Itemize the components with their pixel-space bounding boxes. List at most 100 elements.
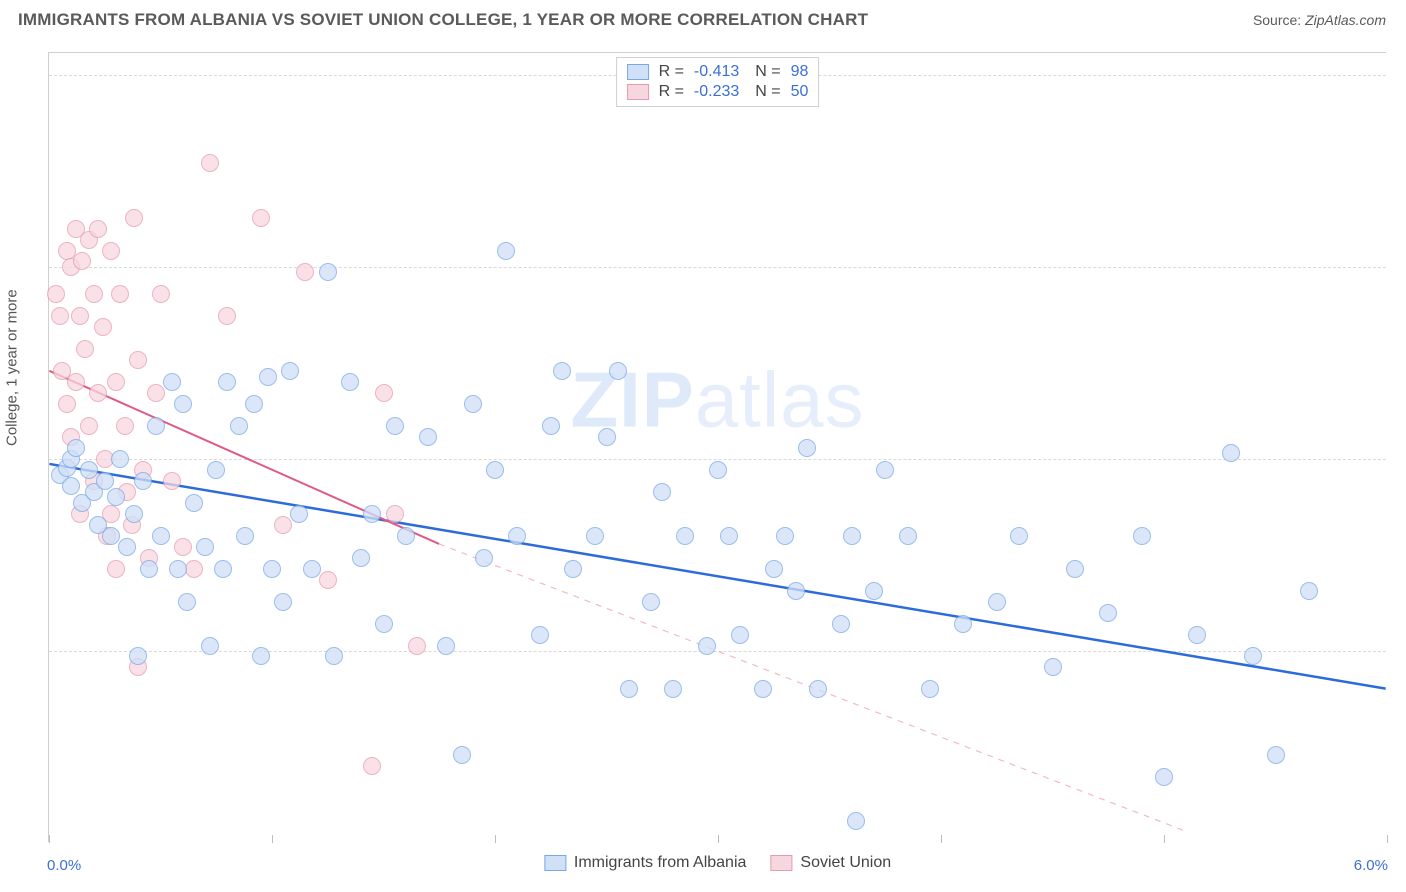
- x-axis-min-label: 0.0%: [47, 857, 81, 874]
- scatter-point-albania: [1267, 746, 1285, 764]
- scatter-point-albania: [263, 560, 281, 578]
- scatter-point-albania: [720, 527, 738, 545]
- scatter-point-albania: [185, 494, 203, 512]
- y-axis-label: 65.0%: [1392, 457, 1406, 474]
- y-axis-label: 82.5%: [1392, 265, 1406, 282]
- chart-header: IMMIGRANTS FROM ALBANIA VS SOVIET UNION …: [0, 0, 1406, 38]
- scatter-point-soviet: [107, 560, 125, 578]
- scatter-point-albania: [586, 527, 604, 545]
- scatter-point-soviet: [58, 395, 76, 413]
- scatter-point-soviet: [319, 571, 337, 589]
- scatter-point-albania: [1133, 527, 1151, 545]
- x-tick: [49, 835, 50, 843]
- scatter-point-albania: [642, 593, 660, 611]
- trend-line: [49, 464, 1385, 689]
- chart-title: IMMIGRANTS FROM ALBANIA VS SOVIET UNION …: [18, 10, 868, 30]
- legend-stats-row-soviet: R = -0.233 N = 50: [627, 82, 809, 102]
- scatter-point-albania: [653, 483, 671, 501]
- legend-n-label: N =: [755, 63, 780, 81]
- scatter-point-albania: [843, 527, 861, 545]
- scatter-point-soviet: [201, 154, 219, 172]
- scatter-point-albania: [464, 395, 482, 413]
- x-tick: [1387, 835, 1388, 843]
- scatter-point-albania: [542, 417, 560, 435]
- gridline: [49, 651, 1386, 652]
- scatter-point-albania: [776, 527, 794, 545]
- scatter-point-albania: [865, 582, 883, 600]
- scatter-point-albania: [174, 395, 192, 413]
- scatter-point-albania: [676, 527, 694, 545]
- scatter-point-albania: [67, 439, 85, 457]
- scatter-point-albania: [988, 593, 1006, 611]
- gridline: [49, 267, 1386, 268]
- x-axis-max-label: 6.0%: [1354, 857, 1388, 874]
- legend-item-soviet: Soviet Union: [770, 854, 891, 872]
- scatter-point-albania: [236, 527, 254, 545]
- scatter-point-albania: [207, 461, 225, 479]
- scatter-point-albania: [201, 637, 219, 655]
- scatter-point-albania: [274, 593, 292, 611]
- scatter-point-albania: [765, 560, 783, 578]
- scatter-point-soviet: [47, 285, 65, 303]
- scatter-point-albania: [1188, 626, 1206, 644]
- scatter-point-albania: [147, 417, 165, 435]
- scatter-point-albania: [245, 395, 263, 413]
- scatter-point-albania: [437, 637, 455, 655]
- scatter-point-albania: [486, 461, 504, 479]
- scatter-point-soviet: [185, 560, 203, 578]
- scatter-point-albania: [419, 428, 437, 446]
- scatter-point-albania: [809, 680, 827, 698]
- scatter-point-albania: [1010, 527, 1028, 545]
- scatter-point-soviet: [296, 263, 314, 281]
- scatter-point-albania: [341, 373, 359, 391]
- legend-stats-row-albania: R = -0.413 N = 98: [627, 62, 809, 82]
- scatter-point-soviet: [51, 307, 69, 325]
- scatter-point-albania: [664, 680, 682, 698]
- legend-swatch-albania: [627, 64, 649, 80]
- scatter-point-albania: [564, 560, 582, 578]
- scatter-point-albania: [290, 505, 308, 523]
- scatter-point-albania: [125, 505, 143, 523]
- scatter-point-albania: [214, 560, 232, 578]
- scatter-point-albania: [832, 615, 850, 633]
- scatter-point-soviet: [102, 242, 120, 260]
- scatter-point-albania: [1155, 768, 1173, 786]
- x-tick: [495, 835, 496, 843]
- scatter-point-albania: [163, 373, 181, 391]
- trend-lines: [49, 53, 1386, 842]
- y-axis-title: College, 1 year or more: [4, 289, 21, 446]
- scatter-point-albania: [352, 549, 370, 567]
- legend-r-label: R =: [659, 63, 684, 81]
- x-tick: [718, 835, 719, 843]
- scatter-point-albania: [80, 461, 98, 479]
- legend-swatch-albania: [544, 855, 566, 871]
- y-axis-label: 47.5%: [1392, 649, 1406, 666]
- scatter-point-albania: [96, 472, 114, 490]
- scatter-point-soviet: [408, 637, 426, 655]
- scatter-point-albania: [196, 538, 214, 556]
- scatter-point-albania: [787, 582, 805, 600]
- y-axis-label: 100.0%: [1392, 73, 1406, 90]
- scatter-point-soviet: [89, 220, 107, 238]
- scatter-point-soviet: [152, 285, 170, 303]
- source-name: ZipAtlas.com: [1305, 12, 1386, 28]
- scatter-point-albania: [453, 746, 471, 764]
- scatter-point-albania: [1300, 582, 1318, 600]
- legend-r-albania: -0.413: [694, 63, 739, 81]
- scatter-point-albania: [709, 461, 727, 479]
- scatter-point-albania: [178, 593, 196, 611]
- scatter-point-albania: [921, 680, 939, 698]
- legend-label-soviet: Soviet Union: [800, 854, 891, 872]
- scatter-point-albania: [598, 428, 616, 446]
- scatter-point-albania: [62, 477, 80, 495]
- scatter-point-albania: [1244, 647, 1262, 665]
- scatter-point-albania: [899, 527, 917, 545]
- scatter-point-soviet: [116, 417, 134, 435]
- scatter-point-albania: [731, 626, 749, 644]
- scatter-point-albania: [319, 263, 337, 281]
- scatter-point-albania: [475, 549, 493, 567]
- scatter-point-albania: [553, 362, 571, 380]
- scatter-point-soviet: [252, 209, 270, 227]
- scatter-point-soviet: [274, 516, 292, 534]
- scatter-point-albania: [129, 647, 147, 665]
